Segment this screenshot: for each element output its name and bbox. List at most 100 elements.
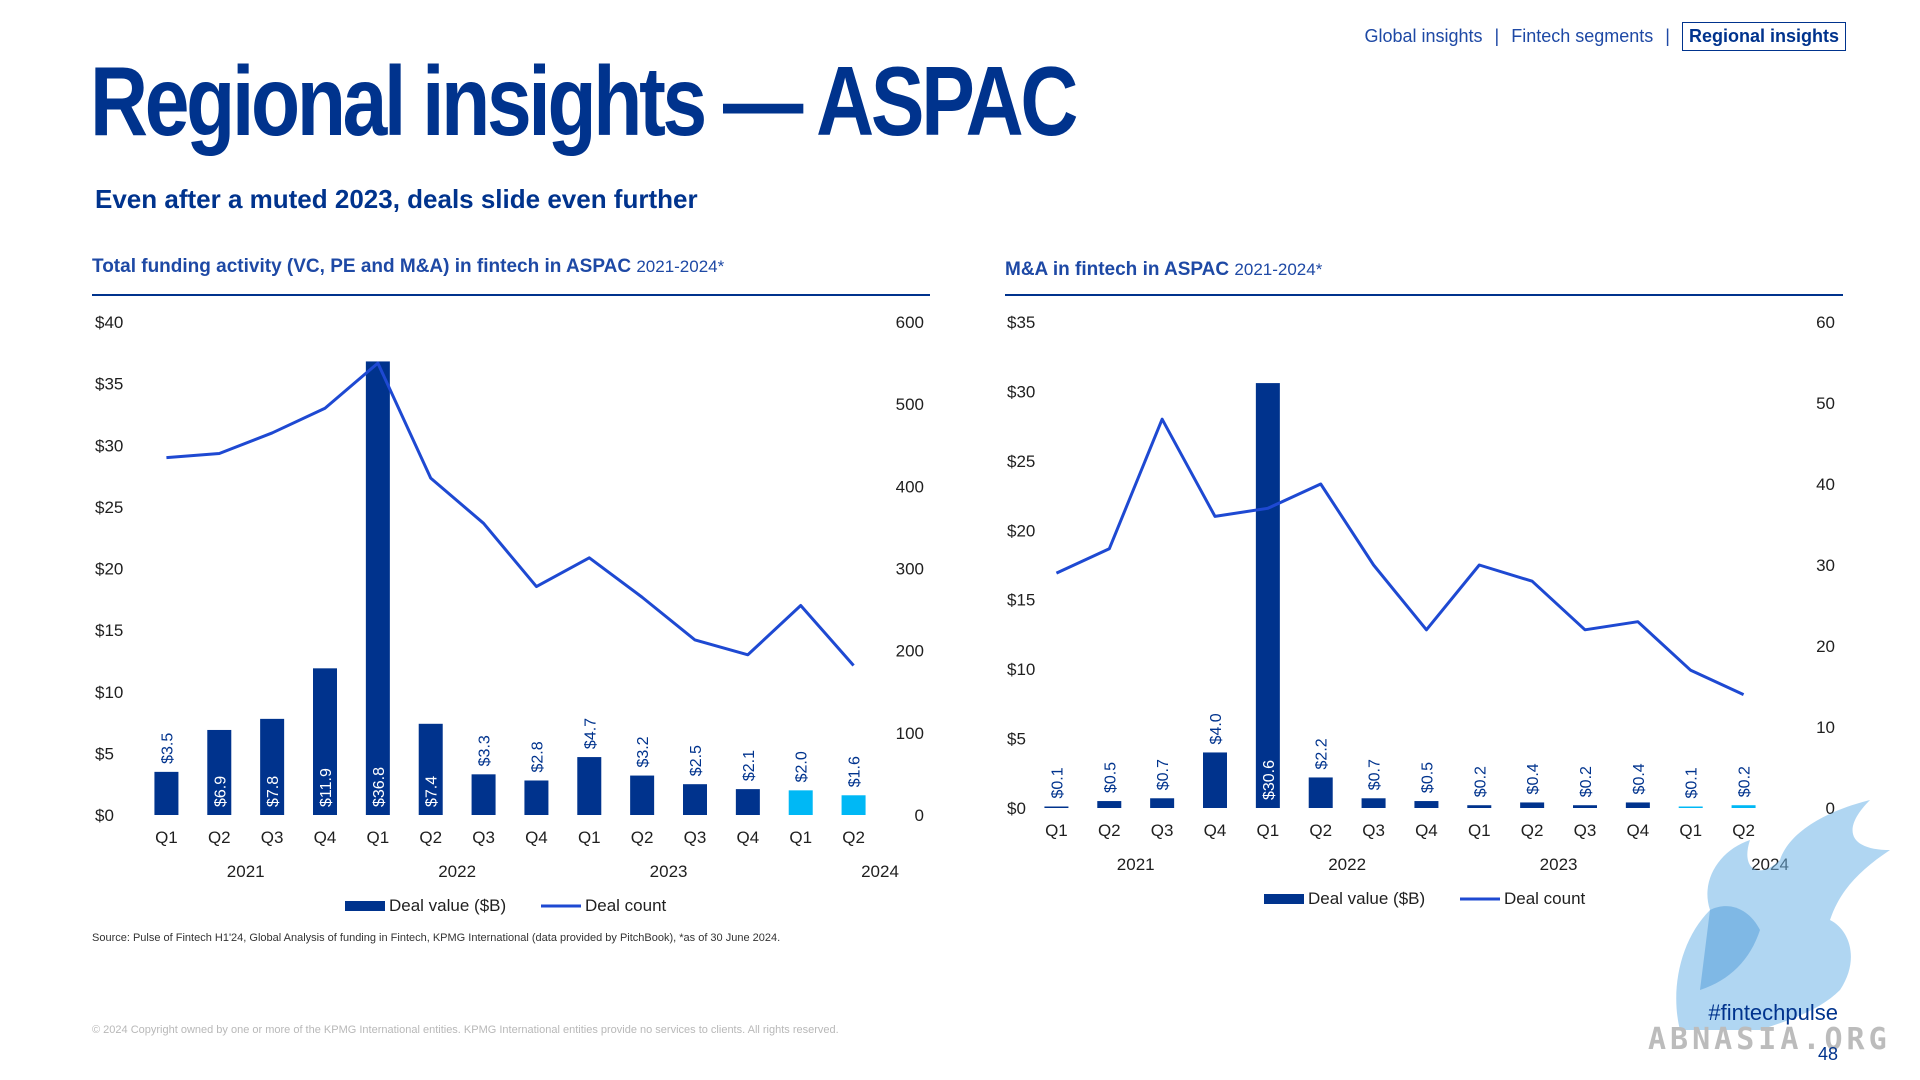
legend-deal-count: Deal count bbox=[585, 896, 667, 915]
deal-value-label: $2.2 bbox=[1314, 738, 1331, 769]
y-left-tick: $35 bbox=[1007, 313, 1035, 332]
x-quarter-label: Q1 bbox=[155, 828, 178, 847]
deal-value-label: $6.9 bbox=[212, 776, 229, 807]
y-right-tick: 60 bbox=[1816, 313, 1835, 332]
x-quarter-label: Q1 bbox=[1468, 821, 1491, 840]
chart-1-rule bbox=[92, 294, 930, 296]
deal-value-label: $0.4 bbox=[1525, 763, 1542, 794]
x-year-label: 2024 bbox=[861, 862, 899, 881]
deal-value-label: $3.5 bbox=[159, 733, 176, 764]
deal-value-bar bbox=[1150, 798, 1174, 808]
copyright-note: © 2024 Copyright owned by one or more of… bbox=[92, 1024, 839, 1036]
x-quarter-label: Q1 bbox=[578, 828, 601, 847]
x-year-label: 2021 bbox=[227, 862, 265, 881]
nav-separator: | bbox=[1495, 26, 1500, 47]
y-right-tick: 0 bbox=[915, 806, 924, 825]
deal-value-bar bbox=[154, 772, 178, 815]
x-quarter-label: Q2 bbox=[1309, 821, 1332, 840]
nav-regional-insights[interactable]: Regional insights bbox=[1682, 22, 1846, 51]
x-quarter-label: Q3 bbox=[261, 828, 284, 847]
y-left-tick: $5 bbox=[95, 744, 114, 763]
x-quarter-label: Q3 bbox=[684, 828, 707, 847]
x-quarter-label: Q2 bbox=[419, 828, 442, 847]
deal-value-bar bbox=[630, 776, 654, 815]
x-quarter-label: Q3 bbox=[472, 828, 495, 847]
legend-deal-count: Deal count bbox=[1504, 889, 1586, 908]
y-right-tick: 200 bbox=[896, 642, 924, 661]
x-year-label: 2021 bbox=[1117, 855, 1155, 874]
y-left-tick: $5 bbox=[1007, 730, 1026, 749]
deal-value-bar bbox=[1414, 801, 1438, 808]
x-quarter-label: Q2 bbox=[1521, 821, 1544, 840]
y-right-tick: 20 bbox=[1816, 637, 1835, 656]
page-title: Regional insights — ASPAC bbox=[90, 52, 1075, 150]
page-subtitle: Even after a muted 2023, deals slide eve… bbox=[95, 184, 698, 215]
deal-value-label: $2.8 bbox=[529, 741, 546, 772]
chart-1-header: Total funding activity (VC, PE and M&A) … bbox=[92, 256, 724, 278]
x-quarter-label: Q2 bbox=[842, 828, 865, 847]
x-quarter-label: Q4 bbox=[314, 828, 337, 847]
x-quarter-label: Q3 bbox=[1151, 821, 1174, 840]
deal-value-label: $3.3 bbox=[477, 735, 494, 766]
deal-value-label: $2.1 bbox=[741, 750, 758, 781]
deal-value-bar bbox=[683, 784, 707, 815]
x-quarter-label: Q1 bbox=[367, 828, 390, 847]
section-nav: Global insights | Fintech segments | Reg… bbox=[1364, 22, 1846, 51]
y-right-tick: 40 bbox=[1816, 475, 1835, 494]
legend-bar-swatch bbox=[1264, 894, 1304, 904]
y-right-tick: 30 bbox=[1816, 556, 1835, 575]
deal-value-bar bbox=[789, 790, 813, 815]
y-left-tick: $25 bbox=[95, 498, 123, 517]
nav-global-insights[interactable]: Global insights bbox=[1364, 26, 1482, 47]
y-right-tick: 400 bbox=[896, 477, 924, 496]
x-quarter-label: Q3 bbox=[1362, 821, 1385, 840]
deal-value-bar bbox=[472, 774, 496, 815]
y-right-tick: 500 bbox=[896, 395, 924, 414]
deal-value-label: $7.4 bbox=[424, 776, 441, 807]
y-left-tick: $30 bbox=[95, 436, 123, 455]
deal-value-label: $0.2 bbox=[1472, 766, 1489, 797]
y-left-tick: $25 bbox=[1007, 452, 1035, 471]
y-left-tick: $15 bbox=[1007, 591, 1035, 610]
deal-value-label: $4.0 bbox=[1208, 713, 1225, 744]
x-year-label: 2023 bbox=[650, 862, 688, 881]
y-left-tick: $15 bbox=[95, 621, 123, 640]
deal-value-bar bbox=[1362, 798, 1386, 808]
page-number: 48 bbox=[1818, 1044, 1838, 1065]
deal-value-bar bbox=[1309, 777, 1333, 808]
y-right-tick: 600 bbox=[896, 313, 924, 332]
x-quarter-label: Q4 bbox=[737, 828, 760, 847]
deal-value-label: $1.6 bbox=[847, 756, 864, 787]
y-left-tick: $40 bbox=[95, 313, 123, 332]
y-left-tick: $0 bbox=[1007, 799, 1026, 818]
deal-count-line bbox=[166, 363, 853, 665]
deal-value-bar bbox=[366, 361, 390, 815]
deal-value-label: $0.1 bbox=[1049, 767, 1066, 798]
deal-count-line bbox=[1056, 419, 1743, 694]
deal-value-label: $7.8 bbox=[265, 776, 282, 807]
y-left-tick: $20 bbox=[95, 560, 123, 579]
deal-value-label: $0.5 bbox=[1419, 762, 1436, 793]
y-left-tick: $20 bbox=[1007, 521, 1035, 540]
deal-value-label: $36.8 bbox=[371, 767, 388, 807]
nav-separator: | bbox=[1665, 26, 1670, 47]
chart-2-rule bbox=[1005, 294, 1843, 296]
deal-value-bar bbox=[1467, 805, 1491, 808]
deal-value-label: $30.6 bbox=[1261, 760, 1278, 800]
x-quarter-label: Q1 bbox=[1045, 821, 1068, 840]
y-right-tick: 10 bbox=[1816, 718, 1835, 737]
chart-2-header: M&A in fintech in ASPAC 2021-2024* bbox=[1005, 259, 1322, 281]
x-quarter-label: Q4 bbox=[1204, 821, 1227, 840]
deal-value-bar bbox=[1573, 805, 1597, 808]
deal-value-bar bbox=[524, 780, 548, 815]
watermark-text: ABNASIA.ORG bbox=[1648, 1022, 1891, 1057]
deal-value-label: $0.5 bbox=[1102, 762, 1119, 793]
nav-fintech-segments[interactable]: Fintech segments bbox=[1511, 26, 1653, 47]
x-quarter-label: Q4 bbox=[1415, 821, 1438, 840]
y-right-tick: 50 bbox=[1816, 394, 1835, 413]
x-quarter-label: Q1 bbox=[1257, 821, 1280, 840]
deal-value-label: $0.7 bbox=[1155, 759, 1172, 790]
x-quarter-label: Q4 bbox=[525, 828, 548, 847]
y-left-tick: $30 bbox=[1007, 382, 1035, 401]
deal-value-bar bbox=[1256, 383, 1280, 808]
